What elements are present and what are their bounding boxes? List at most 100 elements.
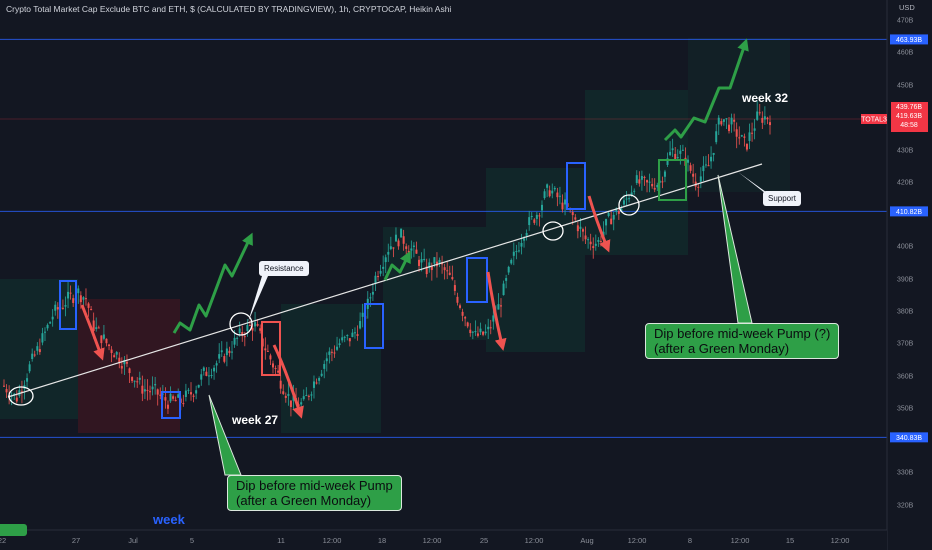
red-arrow xyxy=(587,195,611,253)
price-tag-text: 48:58 xyxy=(900,122,918,129)
candle xyxy=(697,186,700,188)
symbol-tag xyxy=(861,114,887,124)
candle xyxy=(120,365,123,369)
candle xyxy=(540,204,543,211)
candle xyxy=(433,257,436,264)
candle xyxy=(728,124,731,132)
candle xyxy=(446,270,449,272)
candle xyxy=(374,275,377,284)
level-tag-text: 340.83B xyxy=(896,435,922,442)
candle xyxy=(528,217,531,226)
x-tick-label: 12:00 xyxy=(831,536,850,545)
candle xyxy=(202,367,205,371)
candle xyxy=(423,259,426,261)
week-zone xyxy=(383,227,486,340)
x-tick-label: 18 xyxy=(378,536,386,545)
candle xyxy=(753,128,756,131)
candle xyxy=(556,192,559,198)
candle xyxy=(138,377,141,380)
blue-box xyxy=(161,391,181,419)
candle xyxy=(394,234,397,242)
candle xyxy=(497,304,500,310)
candle xyxy=(46,324,49,329)
candle xyxy=(464,317,467,319)
candle xyxy=(720,121,723,125)
candle xyxy=(97,327,100,329)
x-tick-label: 12:00 xyxy=(423,536,442,545)
candle xyxy=(356,334,359,336)
candle xyxy=(49,322,52,324)
callout-pointer xyxy=(717,174,753,324)
candle xyxy=(612,214,615,220)
candle xyxy=(72,298,75,303)
candle xyxy=(100,335,103,344)
candle xyxy=(548,190,551,197)
touch-circle xyxy=(618,194,640,216)
candle xyxy=(213,367,216,372)
candle xyxy=(200,374,203,380)
candle xyxy=(38,349,41,353)
candle xyxy=(710,156,713,162)
blue-box xyxy=(59,280,77,330)
touch-circle xyxy=(8,386,34,406)
candle xyxy=(487,326,490,330)
candle xyxy=(333,352,336,354)
candle xyxy=(653,187,656,190)
x-tick-label: 8 xyxy=(688,536,692,545)
candle xyxy=(123,359,126,365)
candle xyxy=(420,259,423,263)
candle xyxy=(622,200,625,205)
dip-callout-1-line2: (after a Green Monday) xyxy=(236,493,372,508)
candle xyxy=(592,246,595,249)
candle xyxy=(397,240,400,247)
candle xyxy=(482,331,485,335)
candle xyxy=(328,351,331,355)
x-tick-label: 12:00 xyxy=(731,536,750,545)
x-tick-label: 11 xyxy=(277,536,285,545)
candle xyxy=(3,385,5,387)
candle xyxy=(571,212,574,216)
candle xyxy=(669,151,672,156)
candle xyxy=(520,242,523,247)
candle xyxy=(564,199,567,205)
candle xyxy=(113,355,116,358)
candle xyxy=(576,225,579,232)
candle xyxy=(533,219,536,223)
touch-circle xyxy=(229,312,253,336)
candle xyxy=(451,277,454,280)
candle xyxy=(515,251,518,253)
candle xyxy=(118,357,121,364)
candle xyxy=(674,153,677,160)
candle xyxy=(164,397,167,401)
candle xyxy=(284,395,287,398)
candle xyxy=(305,395,308,397)
candle xyxy=(748,132,751,141)
candle xyxy=(320,373,323,376)
candle xyxy=(738,137,741,139)
candle xyxy=(231,351,234,353)
y-tick-label: 330B xyxy=(897,470,914,477)
time-axis xyxy=(0,530,887,550)
candle xyxy=(725,118,728,120)
candle xyxy=(599,240,602,242)
x-tick-label: 25 xyxy=(480,536,488,545)
candle xyxy=(594,243,597,246)
candle xyxy=(676,157,679,159)
candle xyxy=(615,208,618,212)
candle xyxy=(428,262,431,269)
collapse-tab[interactable] xyxy=(0,524,27,536)
candle xyxy=(628,198,631,200)
blue-box xyxy=(466,257,488,303)
candle xyxy=(766,117,769,120)
callout-pointer xyxy=(208,394,242,476)
candle xyxy=(769,122,771,126)
candle xyxy=(187,389,190,391)
x-tick-label: Aug xyxy=(580,536,593,545)
x-tick-label: Jul xyxy=(128,536,138,545)
candle xyxy=(92,320,95,331)
candle xyxy=(133,380,136,382)
candle xyxy=(207,375,210,377)
candle xyxy=(410,248,413,251)
candle xyxy=(348,338,351,342)
